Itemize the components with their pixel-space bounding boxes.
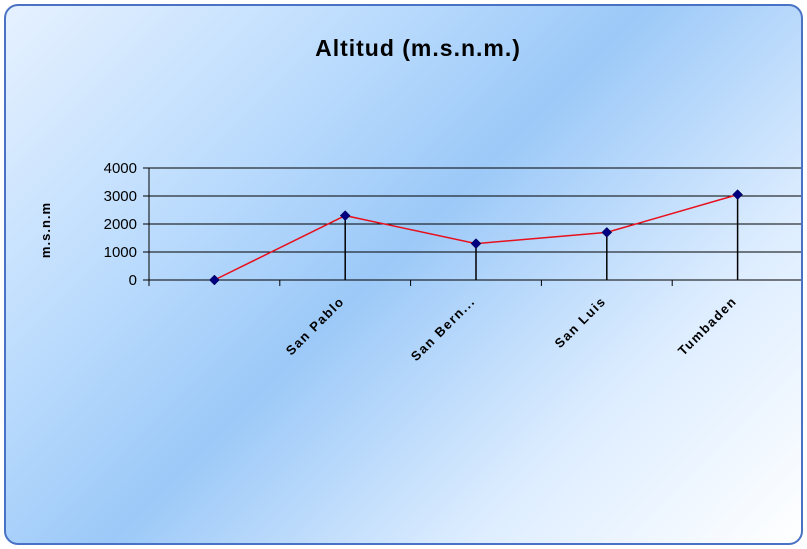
x-tick-label-4: Tumbaden <box>675 294 740 359</box>
y-tick-labels: 0 1000 2000 3000 4000 <box>104 160 137 289</box>
chart-area: Altitud (m.s.n.m.) m.s.n.m 0 1000 2000 3000… <box>4 4 803 545</box>
data-point-2 <box>471 239 481 249</box>
data-point-3 <box>602 227 612 237</box>
altitude-line-chart: Altitud (m.s.n.m.) m.s.n.m 0 1000 2000 3000… <box>6 6 803 545</box>
axes <box>143 168 803 286</box>
y-tick-label-2000: 2000 <box>104 216 137 233</box>
x-tick-labels: San Pablo San Bern... San Luis Tumbaden <box>283 294 740 364</box>
data-point-1 <box>340 211 350 221</box>
drop-lines <box>214 195 737 280</box>
data-point-4 <box>733 190 743 200</box>
x-tick-label-3: San Luis <box>552 294 609 351</box>
x-tick-label-2: San Bern... <box>408 294 478 364</box>
y-tick-label-0: 0 <box>129 272 137 289</box>
x-tick-label-1: San Pablo <box>283 294 348 359</box>
y-tick-label-1000: 1000 <box>104 244 137 261</box>
y-tick-label-3000: 3000 <box>104 188 137 205</box>
chart-title: Altitud (m.s.n.m.) <box>315 35 521 61</box>
data-point-0 <box>209 275 219 285</box>
y-tick-label-4000: 4000 <box>104 160 137 177</box>
y-axis-label: m.s.n.m <box>38 202 53 258</box>
